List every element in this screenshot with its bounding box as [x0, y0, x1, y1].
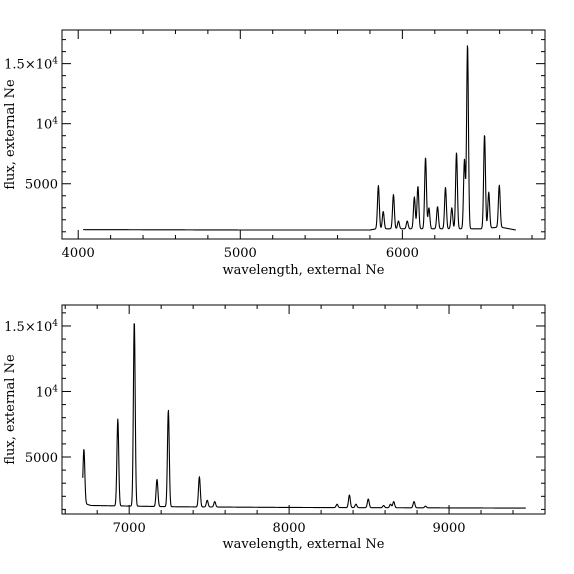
y-tick-label: 104 — [36, 117, 59, 133]
x-axis-title: wavelength, external Ne — [223, 263, 385, 278]
spectrum-line — [82, 45, 516, 231]
x-tick-label: 9000 — [432, 521, 465, 536]
y-tick-label: 5000 — [25, 451, 58, 466]
emission-peak — [133, 319, 136, 322]
x-tick-label: 6000 — [386, 246, 419, 261]
y-tick-label: 5000 — [25, 178, 58, 193]
bottom-panel: 7000 8000 9000 5000 104 1.5×104 wavelength, ex… — [3, 304, 546, 552]
x-axis-title: wavelength, external Ne — [223, 537, 385, 552]
y-tick-label: 1.5×104 — [4, 319, 58, 335]
x-tick-label: 8000 — [273, 521, 306, 536]
plot-frame — [61, 304, 546, 515]
spectrum-line — [82, 323, 527, 509]
x-tick-label: 5000 — [224, 246, 257, 261]
y-axis-title: flux, external Ne — [3, 354, 18, 465]
y-tick-label: 104 — [36, 384, 59, 400]
plot-frame — [61, 29, 546, 240]
x-tick-label: 4000 — [62, 246, 95, 261]
top-panel: 4000 5000 6000 5000 104 1.5×104 wavelength, ex… — [3, 29, 546, 278]
x-tick-label: 7000 — [113, 521, 146, 536]
y-tick-label: 1.5×104 — [4, 57, 58, 73]
y-axis-title: flux, external Ne — [3, 79, 18, 190]
